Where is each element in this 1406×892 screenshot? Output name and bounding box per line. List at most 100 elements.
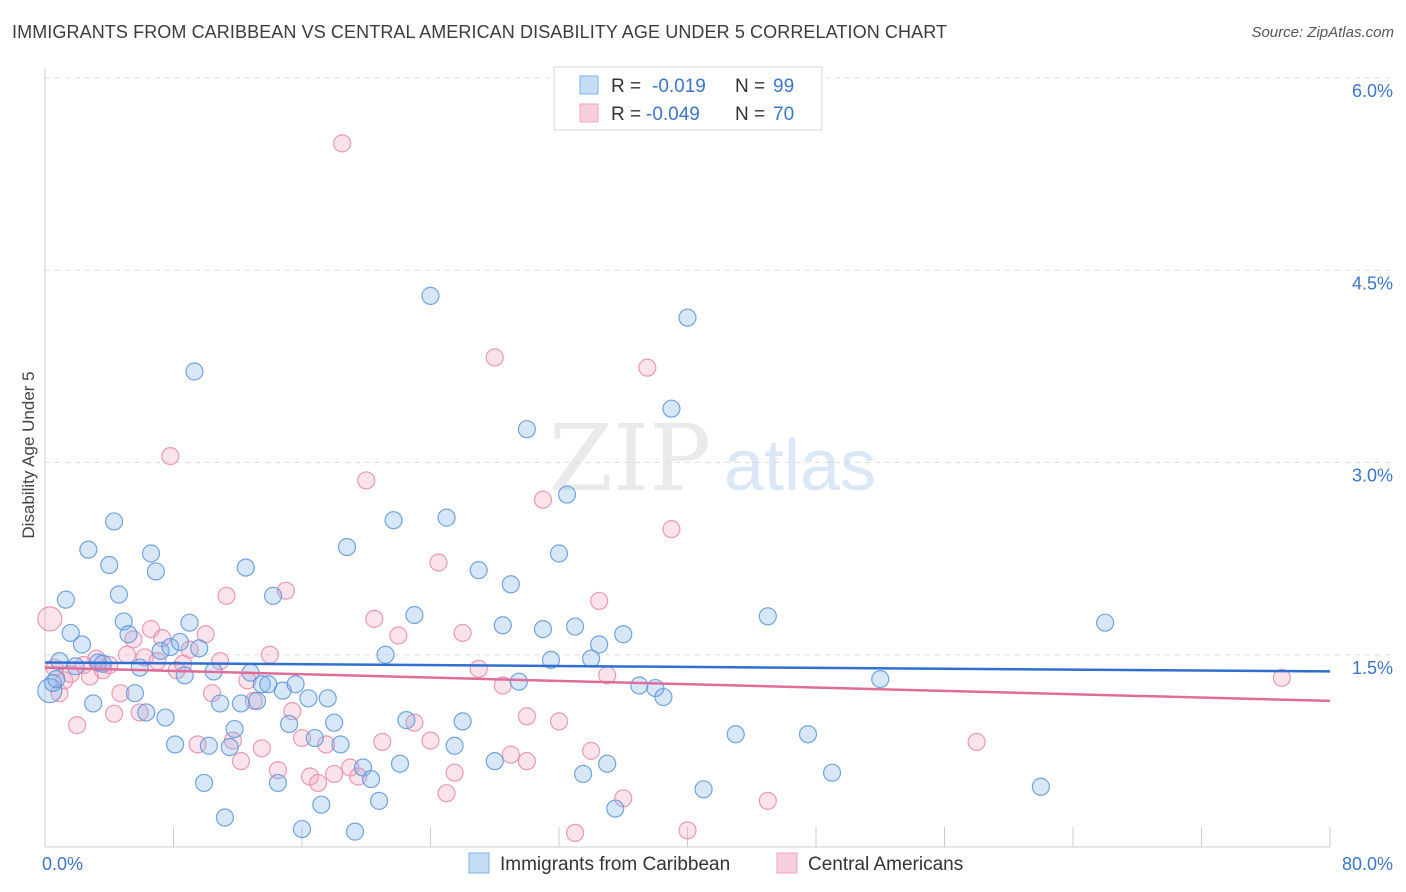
trend-line-caribbean bbox=[44, 661, 1331, 673]
legend-label-central-americans: Central Americans bbox=[808, 854, 963, 875]
point-central-americans bbox=[37, 606, 63, 632]
point-caribbean bbox=[345, 822, 365, 841]
point-central-americans bbox=[565, 823, 585, 843]
point-central-americans bbox=[437, 784, 456, 803]
point-caribbean bbox=[397, 711, 416, 730]
point-caribbean bbox=[286, 675, 305, 694]
stats-legend: R = -0.019 N = 99 R = -0.049 N = 70 bbox=[553, 66, 823, 131]
point-caribbean bbox=[549, 544, 569, 563]
stats-r-label-blue: R = bbox=[611, 76, 641, 97]
point-caribbean bbox=[220, 737, 239, 757]
x-tick-label: 80.0% bbox=[1342, 854, 1393, 874]
point-central-americans bbox=[104, 704, 124, 723]
point-central-americans bbox=[333, 134, 352, 153]
stats-n-label-pink: N = bbox=[735, 104, 765, 125]
point-caribbean bbox=[185, 362, 204, 381]
chart-title: IMMIGRANTS FROM CARIBBEAN VS CENTRAL AME… bbox=[12, 22, 948, 42]
point-caribbean bbox=[100, 555, 119, 575]
point-caribbean bbox=[384, 511, 403, 530]
point-caribbean bbox=[445, 736, 464, 755]
point-caribbean bbox=[215, 808, 234, 827]
point-central-americans bbox=[268, 760, 288, 780]
point-caribbean bbox=[606, 799, 625, 818]
point-caribbean bbox=[247, 691, 267, 710]
stats-n-value-pink: 70 bbox=[773, 104, 794, 125]
point-caribbean bbox=[151, 641, 170, 661]
point-caribbean bbox=[331, 735, 350, 754]
point-central-americans bbox=[111, 684, 130, 703]
point-caribbean bbox=[299, 689, 318, 708]
stats-r-value-pink: -0.049 bbox=[646, 104, 700, 125]
point-caribbean bbox=[1031, 777, 1050, 796]
point-caribbean bbox=[798, 725, 818, 744]
point-caribbean bbox=[654, 687, 673, 707]
point-caribbean bbox=[225, 719, 244, 739]
trend-lines bbox=[44, 661, 1331, 703]
point-caribbean bbox=[125, 684, 145, 703]
point-central-americans bbox=[389, 626, 408, 645]
point-caribbean bbox=[141, 544, 161, 563]
point-caribbean bbox=[376, 645, 395, 664]
point-caribbean bbox=[56, 590, 75, 609]
point-caribbean bbox=[263, 586, 283, 605]
y-axis-label: Disability Age Under 5 bbox=[19, 371, 38, 538]
point-caribbean bbox=[47, 670, 66, 689]
point-central-americans bbox=[130, 703, 149, 722]
point-central-americans bbox=[117, 645, 137, 664]
point-central-americans bbox=[1272, 668, 1291, 687]
point-caribbean bbox=[72, 635, 92, 654]
point-caribbean bbox=[318, 689, 337, 708]
point-caribbean bbox=[175, 666, 194, 685]
trend-line-central-americans bbox=[44, 666, 1331, 703]
point-central-americans bbox=[373, 732, 392, 752]
stats-r-value-blue: -0.019 bbox=[652, 76, 706, 97]
watermark-atlas: atlas bbox=[724, 426, 876, 506]
legend-swatch-caribbean bbox=[468, 852, 490, 874]
point-central-americans bbox=[485, 348, 504, 367]
point-central-americans bbox=[638, 358, 657, 377]
point-central-americans bbox=[308, 773, 328, 793]
point-caribbean bbox=[541, 650, 561, 669]
point-caribbean bbox=[325, 713, 344, 732]
point-caribbean bbox=[469, 561, 488, 580]
point-caribbean bbox=[678, 308, 697, 327]
legend-swatch-central-americans bbox=[776, 852, 798, 874]
point-caribbean bbox=[598, 754, 617, 773]
point-caribbean bbox=[280, 714, 299, 734]
tick-labels: 1.5% 3.0% 4.5% 6.0% 0.0% 80.0% bbox=[42, 81, 1393, 874]
gridlines bbox=[45, 77, 1392, 656]
point-caribbean bbox=[493, 616, 512, 635]
stats-swatch-blue bbox=[579, 75, 599, 95]
point-central-americans bbox=[217, 586, 236, 605]
point-caribbean bbox=[533, 620, 553, 639]
point-central-americans bbox=[469, 659, 488, 678]
point-central-americans bbox=[678, 821, 697, 840]
point-caribbean bbox=[231, 694, 251, 713]
point-caribbean bbox=[453, 712, 472, 731]
point-central-americans bbox=[453, 623, 472, 643]
point-caribbean bbox=[517, 420, 536, 439]
chart-source: Source: ZipAtlas.com bbox=[1251, 24, 1394, 41]
point-central-americans bbox=[967, 732, 986, 752]
point-caribbean bbox=[337, 537, 357, 557]
y-tick-label: 3.0% bbox=[1352, 466, 1393, 486]
y-tick-label: 4.5% bbox=[1352, 273, 1393, 293]
point-caribbean bbox=[758, 607, 777, 626]
point-caribbean bbox=[437, 508, 456, 527]
point-central-americans bbox=[68, 716, 87, 735]
point-central-americans bbox=[582, 741, 601, 760]
point-central-americans bbox=[590, 591, 609, 611]
watermark: ZIP atlas bbox=[549, 405, 876, 512]
point-caribbean bbox=[194, 773, 214, 793]
series-legend: Immigrants from Caribbean Central Americ… bbox=[468, 852, 963, 875]
point-central-americans bbox=[316, 735, 336, 754]
point-central-americans bbox=[252, 739, 271, 758]
point-central-americans bbox=[260, 645, 279, 664]
stats-n-label-blue: N = bbox=[735, 76, 765, 97]
point-caribbean bbox=[501, 575, 520, 594]
point-caribbean bbox=[573, 764, 593, 784]
point-caribbean bbox=[146, 562, 165, 581]
point-caribbean bbox=[726, 725, 745, 744]
point-caribbean bbox=[156, 708, 175, 727]
